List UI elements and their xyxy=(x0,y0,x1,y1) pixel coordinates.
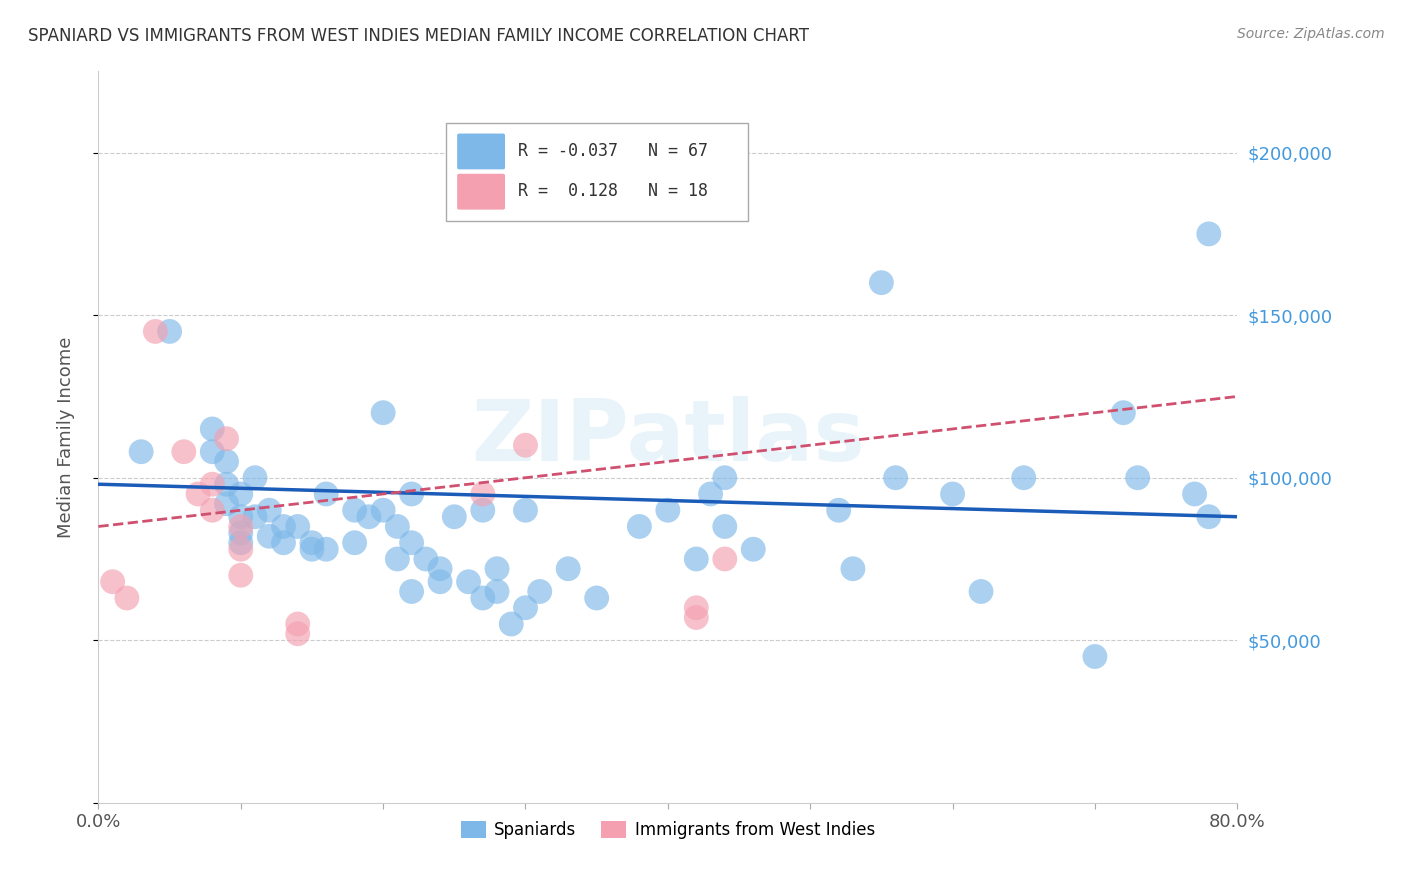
Text: Source: ZipAtlas.com: Source: ZipAtlas.com xyxy=(1237,27,1385,41)
Point xyxy=(373,406,395,420)
Point xyxy=(714,471,737,485)
Point xyxy=(1126,471,1149,485)
Point xyxy=(685,552,707,566)
FancyBboxPatch shape xyxy=(457,134,505,169)
Point xyxy=(187,487,209,501)
Point xyxy=(229,535,252,549)
Point xyxy=(129,444,152,458)
Point xyxy=(301,542,323,557)
Point xyxy=(942,487,965,501)
Point xyxy=(714,519,737,533)
Point xyxy=(315,542,337,557)
Point xyxy=(301,535,323,549)
Point xyxy=(215,432,238,446)
Point xyxy=(1198,227,1220,241)
Point xyxy=(515,600,537,615)
Point xyxy=(471,487,494,501)
Point xyxy=(273,519,295,533)
Point xyxy=(457,574,479,589)
Point xyxy=(215,454,238,468)
Point xyxy=(828,503,851,517)
Point xyxy=(229,526,252,541)
Point xyxy=(373,503,395,517)
Point xyxy=(501,617,523,632)
Point xyxy=(387,552,409,566)
Point xyxy=(742,542,765,557)
Point xyxy=(429,574,451,589)
Point xyxy=(714,552,737,566)
FancyBboxPatch shape xyxy=(446,122,748,221)
Point xyxy=(215,497,238,511)
Point xyxy=(429,562,451,576)
Point xyxy=(529,584,551,599)
Point xyxy=(870,276,893,290)
Point xyxy=(842,562,865,576)
Point xyxy=(1084,649,1107,664)
Point xyxy=(884,471,907,485)
Point xyxy=(1012,471,1035,485)
Text: R = -0.037   N = 67: R = -0.037 N = 67 xyxy=(517,142,707,160)
Point xyxy=(287,626,309,640)
Point xyxy=(699,487,721,501)
Point xyxy=(229,568,252,582)
Point xyxy=(159,325,181,339)
Point xyxy=(201,503,224,517)
Point xyxy=(315,487,337,501)
Point xyxy=(115,591,138,605)
Point xyxy=(201,444,224,458)
Point xyxy=(273,535,295,549)
Point xyxy=(685,600,707,615)
Point xyxy=(486,584,509,599)
Point xyxy=(173,444,195,458)
Point xyxy=(215,477,238,491)
Point xyxy=(243,509,266,524)
Point xyxy=(145,325,167,339)
Point xyxy=(415,552,437,566)
Point xyxy=(628,519,651,533)
Text: SPANIARD VS IMMIGRANTS FROM WEST INDIES MEDIAN FAMILY INCOME CORRELATION CHART: SPANIARD VS IMMIGRANTS FROM WEST INDIES … xyxy=(28,27,808,45)
Point xyxy=(259,529,281,543)
Legend: Spaniards, Immigrants from West Indies: Spaniards, Immigrants from West Indies xyxy=(454,814,882,846)
Point xyxy=(229,542,252,557)
Point xyxy=(657,503,679,517)
Point xyxy=(343,535,366,549)
Point xyxy=(201,477,224,491)
Text: R =  0.128   N = 18: R = 0.128 N = 18 xyxy=(517,182,707,201)
Y-axis label: Median Family Income: Median Family Income xyxy=(56,336,75,538)
Point xyxy=(970,584,993,599)
Point xyxy=(1198,509,1220,524)
Point xyxy=(515,503,537,517)
Point xyxy=(287,519,309,533)
Point xyxy=(101,574,124,589)
Point xyxy=(685,610,707,624)
Point xyxy=(229,487,252,501)
Text: ZIPatlas: ZIPatlas xyxy=(471,395,865,479)
Point xyxy=(401,535,423,549)
Point xyxy=(357,509,380,524)
Point xyxy=(387,519,409,533)
Point xyxy=(585,591,607,605)
Point xyxy=(229,509,252,524)
Point xyxy=(515,438,537,452)
Point xyxy=(443,509,465,524)
Point xyxy=(471,591,494,605)
Point xyxy=(557,562,579,576)
Point xyxy=(401,487,423,501)
Point xyxy=(229,519,252,533)
Point xyxy=(1112,406,1135,420)
Point xyxy=(343,503,366,517)
FancyBboxPatch shape xyxy=(457,174,505,210)
Point xyxy=(287,617,309,632)
Point xyxy=(1184,487,1206,501)
Point xyxy=(243,471,266,485)
Point xyxy=(201,422,224,436)
Point xyxy=(401,584,423,599)
Point xyxy=(471,503,494,517)
Point xyxy=(259,503,281,517)
Point xyxy=(486,562,509,576)
